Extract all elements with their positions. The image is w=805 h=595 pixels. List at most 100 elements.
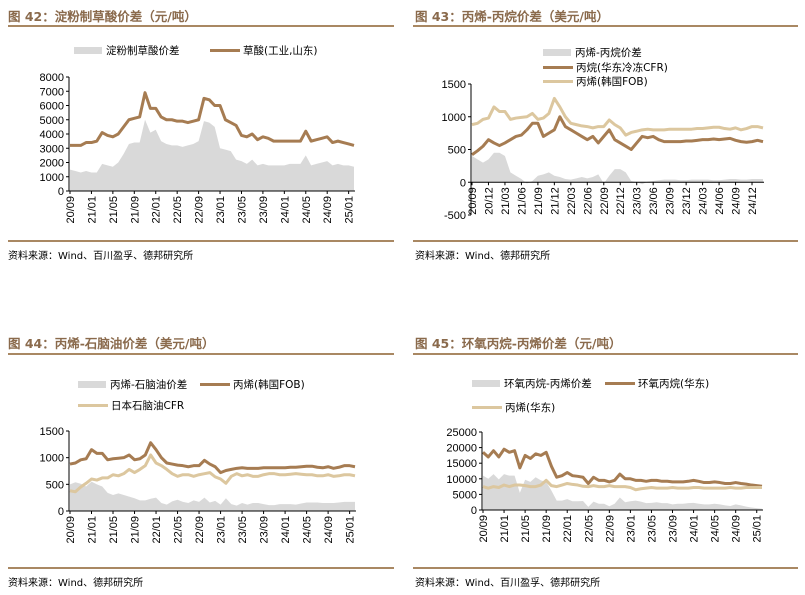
- chart-3-y-tick-label: 10000: [446, 474, 477, 486]
- chart-44-bottom-rule: [8, 567, 394, 569]
- chart-0-x-tick-label: 24/09: [322, 196, 334, 224]
- legend-swatch-line: [543, 66, 573, 69]
- chart-0-y-tick-label: 7000: [40, 86, 64, 98]
- chart-3-y-tick-label: 20000: [446, 443, 477, 455]
- chart-45-source: 资料来源：Wind、百川盈孚、德邦研究所: [415, 578, 601, 589]
- chart-45-legend-spread: 环氧丙烷-丙烯价差: [472, 376, 592, 391]
- chart-43-legend-propane: 丙烷(华东冷冻CFR): [543, 60, 668, 75]
- chart-44-title: 图 44：丙烯-石脑油价差（美元/吨）: [8, 336, 215, 351]
- chart-0-x-tick-label: 21/01: [86, 196, 98, 224]
- chart-3-x-tick-label: 24/09: [731, 515, 743, 543]
- chart-45-top-rule: [413, 353, 798, 355]
- legend-swatch-line: [78, 404, 108, 407]
- chart-3-x-tick-label: 22/09: [604, 515, 616, 543]
- chart-45-title: 图 45：环氧丙烷-丙烯价差（元/吨）: [415, 336, 622, 351]
- chart-42-title: 图 42：淀粉制草酸价差（元/吨）: [8, 9, 197, 24]
- chart-1-x-tick-label: 23/06: [648, 187, 660, 215]
- chart-42-legend-spread: 淀粉制草酸价差: [74, 43, 180, 58]
- chart-1-x-tick-label: 21/12: [549, 187, 561, 215]
- legend-swatch-line: [200, 383, 230, 386]
- chart-0-x-tick-label: 22/01: [151, 196, 163, 224]
- chart-3-x-tick-label: 23/09: [668, 515, 680, 543]
- chart-2-x-tick-label: 24/09: [323, 516, 335, 544]
- chart-2-area-series-0: [70, 481, 355, 511]
- chart-2-line-series-1: [69, 441, 356, 475]
- chart-2-y-tick-label: 1500: [40, 426, 64, 438]
- chart-2-x-tick-label: 25/01: [345, 516, 357, 544]
- chart-43-source: 资料来源：Wind、德邦研究所: [415, 251, 551, 262]
- chart-2-x-tick-label: 23/05: [237, 516, 249, 544]
- chart-3-x-tick-label: 23/01: [625, 515, 637, 543]
- chart-1-x-tick-label: 23/12: [681, 187, 693, 215]
- chart-1-line-series-2: [471, 96, 764, 137]
- legend-swatch-area: [78, 381, 106, 388]
- chart-42-bottom-rule: [8, 240, 394, 242]
- chart-42-legend-oxalic: 草酸(工业,山东): [210, 43, 318, 58]
- legend-label: 日本石脑油CFR: [111, 400, 185, 412]
- chart-1-y-tick-label: 500: [448, 145, 466, 157]
- chart-3-x-tick-label: 21/05: [520, 515, 532, 543]
- chart-3-x-tick-label: 23/05: [646, 515, 658, 543]
- chart-0-x-tick-label: 21/05: [108, 196, 120, 224]
- chart-2-y-tick-label: 0: [58, 506, 64, 518]
- chart-0-y-tick-label: 8000: [40, 72, 64, 84]
- legend-label: 丙烯(韩国FOB): [233, 379, 305, 391]
- chart-2-y-tick-label: 500: [46, 479, 64, 491]
- chart-2-x-tick-label: 22/09: [194, 516, 206, 544]
- legend-label: 草酸(工业,山东): [243, 45, 318, 57]
- chart-0-x-tick-label: 24/05: [301, 196, 313, 224]
- legend-label: 环氧丙烷(华东): [638, 378, 710, 390]
- chart-0-x-tick-label: 22/09: [194, 196, 206, 224]
- chart-0-y-tick-label: 1000: [40, 172, 64, 184]
- legend-label: 丙烯-丙烷价差: [575, 47, 642, 59]
- chart-42-top-rule: [8, 25, 394, 27]
- legend-swatch-line: [605, 382, 635, 385]
- chart-1-x-tick-label: 24/06: [714, 187, 726, 215]
- chart-0-x-tick-label: 25/01: [344, 196, 356, 224]
- chart-0-x-tick-label: 22/05: [172, 196, 184, 224]
- chart-2-x-tick-label: 21/05: [108, 516, 120, 544]
- chart-3-y-tick-label: 25000: [446, 427, 477, 439]
- chart-1-line-series-1: [471, 115, 764, 156]
- chart-1-x-tick-label: 24/03: [698, 187, 710, 215]
- chart-0-x-tick-label: 21/09: [129, 196, 141, 224]
- chart-2-line-series-2: [69, 453, 356, 494]
- chart-1-x-tick-label: 24/09: [731, 187, 743, 215]
- chart-2-x-tick-label: 20/09: [65, 516, 77, 544]
- chart-1-x-tick-label: 21/09: [533, 187, 545, 215]
- chart-44-legend-propylene: 丙烯(韩国FOB): [200, 377, 305, 392]
- chart-43-title: 图 43：丙烯-丙烷价差（美元/吨）: [415, 9, 610, 24]
- chart-0-y-tick-label: 6000: [40, 101, 64, 113]
- chart-1-x-tick-label: 22/03: [566, 187, 578, 215]
- chart-2-y-tick-label: 1000: [40, 453, 64, 465]
- legend-swatch-line: [472, 406, 502, 409]
- chart-0-x-tick-label: 23/05: [236, 196, 248, 224]
- chart-1-x-tick-label: 20/09: [467, 187, 479, 215]
- chart-1-x-tick-label: 22/06: [582, 187, 594, 215]
- chart-1-y-tick-label: 0: [460, 177, 466, 189]
- chart-2-x-tick-label: 24/05: [302, 516, 314, 544]
- chart-3-x-tick-label: 22/01: [562, 515, 574, 543]
- chart-2-x-tick-label: 22/05: [173, 516, 185, 544]
- chart-0-y-tick-label: 5000: [40, 115, 64, 127]
- chart-0-x-tick-label: 23/09: [258, 196, 270, 224]
- legend-swatch-area: [543, 49, 571, 56]
- chart-43-legend-spread: 丙烯-丙烷价差: [543, 45, 642, 60]
- chart-1-x-tick-label: 20/12: [483, 187, 495, 215]
- chart-3-y-tick-label: 0: [471, 505, 477, 517]
- legend-label: 环氧丙烷-丙烯价差: [504, 378, 592, 390]
- chart-45-legend-propylene: 丙烯(华东): [472, 400, 555, 415]
- chart-3-x-tick-label: 22/05: [583, 515, 595, 543]
- legend-label: 丙烷(华东冷冻CFR): [576, 62, 668, 74]
- chart-1-x-tick-label: 23/09: [665, 187, 677, 215]
- legend-label: 淀粉制草酸价差: [106, 45, 180, 57]
- chart-3-x-tick-label: 21/09: [541, 515, 553, 543]
- chart-44-top-rule: [8, 353, 394, 355]
- chart-0-x-tick-label: 24/01: [279, 196, 291, 224]
- chart-44-legend-naphtha: 日本石脑油CFR: [78, 398, 184, 413]
- chart-3-y-tick-label: 15000: [446, 458, 477, 470]
- chart-2-x-tick-label: 21/09: [130, 516, 142, 544]
- chart-1-x-tick-label: 21/03: [500, 187, 512, 215]
- chart-2-x-tick-label: 23/01: [216, 516, 228, 544]
